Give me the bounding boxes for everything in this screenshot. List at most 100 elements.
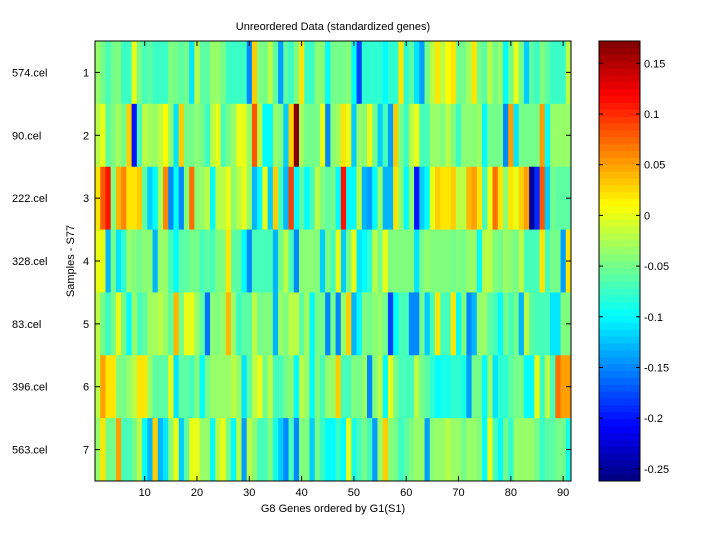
heatmap-cell — [210, 166, 216, 230]
heatmap-cell — [450, 418, 457, 482]
heatmap-cell — [325, 166, 331, 230]
heatmap-cell — [115, 103, 122, 168]
heatmap-cell — [351, 103, 357, 168]
heatmap-cell — [241, 103, 248, 168]
heatmap-cell — [278, 418, 284, 482]
heatmap-cell — [288, 229, 295, 293]
heatmap-cell — [152, 166, 159, 230]
sample-label: 222.cel — [12, 193, 47, 205]
heatmap-cell — [523, 229, 530, 293]
heatmap-cell — [183, 355, 190, 419]
heatmap-cell — [513, 41, 520, 105]
heatmap-cell — [231, 166, 237, 230]
heatmap-cell — [204, 355, 211, 419]
colorbar-tick-label: -0.1 — [644, 312, 663, 324]
heatmap-cell — [272, 292, 279, 356]
heatmap-cell — [299, 418, 305, 482]
heatmap-cell — [288, 418, 295, 482]
heatmap-cell — [100, 355, 106, 419]
heatmap-cell — [210, 41, 216, 105]
colorbar-segment — [599, 96, 640, 104]
heatmap-cell — [131, 418, 138, 482]
colorbar-segment — [599, 439, 640, 448]
colorbar-segment — [599, 171, 640, 179]
heatmap-cell — [550, 103, 556, 168]
heatmap-cell — [115, 355, 122, 419]
heatmap-cell — [152, 355, 159, 419]
heatmap-cell — [319, 292, 326, 356]
heatmap-cell — [157, 355, 164, 419]
heatmap-cell — [529, 418, 535, 482]
heatmap-cell — [534, 41, 541, 105]
heatmap-cell — [544, 292, 551, 356]
heatmap-cell — [199, 355, 206, 419]
heatmap-cell — [335, 103, 342, 168]
heatmap-cell — [241, 355, 248, 419]
heatmap-cell — [272, 418, 279, 482]
heatmap-cell — [335, 355, 342, 419]
colorbar-segment — [599, 137, 640, 145]
colorbar-ticks: 0.15 0.1 0.05 0 -0.05 -0.1 -0.15 -0.2 -0.25 — [599, 58, 669, 476]
heatmap-cell — [283, 355, 289, 419]
heatmap-cell — [246, 418, 253, 482]
heatmap-cell — [471, 229, 478, 293]
heatmap-cell — [461, 166, 467, 230]
heatmap-cell — [272, 355, 279, 419]
heatmap-cell — [544, 166, 551, 230]
heatmap-cell — [387, 103, 394, 168]
heatmap-cell — [513, 103, 520, 168]
heatmap-cell — [550, 355, 556, 419]
colorbar-segment — [599, 212, 640, 221]
heatmap-cell — [445, 355, 452, 419]
heatmap-cell — [340, 355, 347, 419]
heatmap-cell — [398, 166, 405, 230]
heatmap-cell — [555, 229, 561, 293]
heatmap-cell — [492, 103, 499, 168]
colorbar-segment — [599, 89, 640, 97]
heatmap-cell — [173, 292, 180, 356]
heatmap-cell — [450, 292, 457, 356]
heatmap-cell — [492, 355, 499, 419]
colorbar-segment — [599, 398, 640, 406]
colorbar-segment — [599, 206, 640, 214]
heatmap-cell — [225, 166, 232, 230]
colorbar-segment — [599, 185, 640, 193]
heatmap-cell — [367, 292, 373, 356]
heatmap-cell — [147, 292, 153, 356]
heatmap-cell — [497, 292, 504, 356]
heatmap-cell — [555, 418, 561, 482]
heatmap-cell — [555, 166, 561, 230]
heatmap-cell — [194, 41, 201, 105]
heatmap-cell — [121, 41, 127, 105]
heatmap-cell — [293, 292, 300, 356]
heatmap-cell — [110, 229, 117, 293]
heatmap-cell — [110, 418, 117, 482]
heatmap-cell — [267, 355, 274, 419]
colorbar-segment — [599, 364, 640, 372]
heatmap-cell — [482, 229, 488, 293]
heatmap-cell — [419, 229, 425, 293]
heatmap-cell — [131, 103, 138, 168]
heatmap-cell — [136, 103, 143, 168]
heatmap-cell — [461, 292, 467, 356]
colorbar-tick-label: -0.2 — [644, 413, 663, 425]
heatmap-cell — [335, 418, 342, 482]
heatmap-cell — [403, 166, 410, 230]
heatmap-cell — [335, 229, 342, 293]
heatmap-cell — [544, 229, 551, 293]
colorbar-segment — [599, 68, 640, 76]
heatmap-cell — [194, 418, 201, 482]
heatmap-cell — [304, 103, 310, 168]
heatmap-cell — [351, 41, 357, 105]
heatmap-cell — [346, 418, 352, 482]
heatmap-cell — [236, 292, 242, 356]
heatmap-cell — [560, 418, 567, 482]
heatmap-cell — [361, 229, 368, 293]
heatmap-cell — [304, 229, 310, 293]
heatmap-cell — [560, 41, 567, 105]
heatmap-cell — [503, 292, 509, 356]
heatmap-cell — [105, 292, 112, 356]
colorbar-segment — [599, 247, 640, 255]
